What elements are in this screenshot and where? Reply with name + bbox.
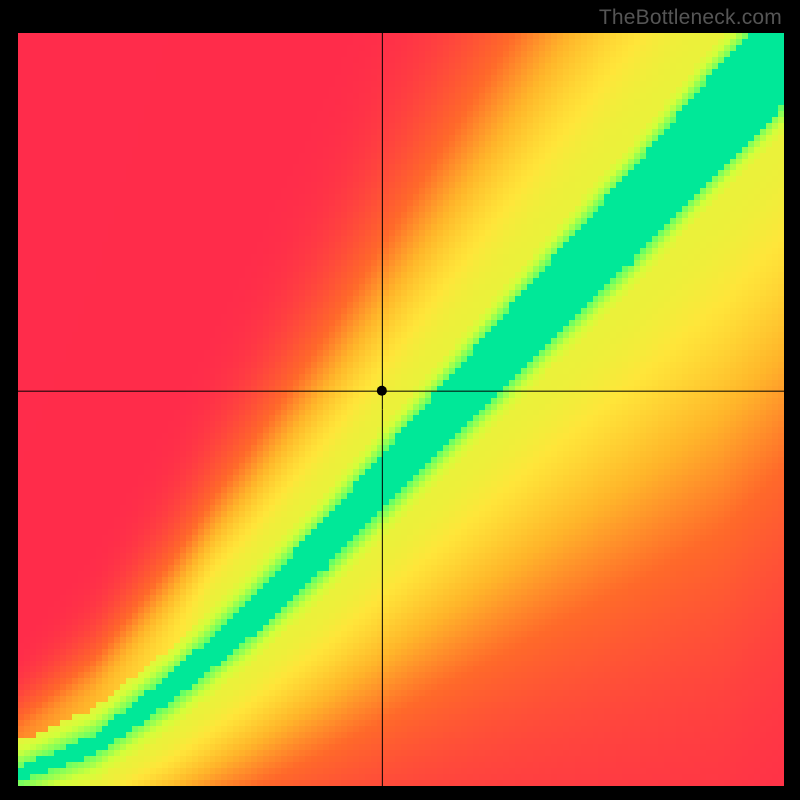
watermark-text: TheBottleneck.com [599, 6, 782, 30]
bottleneck-heatmap [18, 33, 784, 786]
heatmap-container [18, 33, 784, 786]
